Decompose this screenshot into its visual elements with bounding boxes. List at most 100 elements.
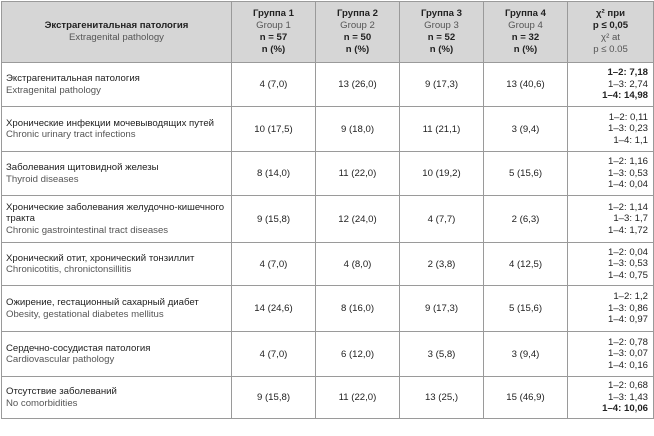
group-4-value: 5 (15,6)	[483, 285, 568, 332]
group-3-value: 4 (7,7)	[399, 195, 484, 243]
comorbidity-table: Экстрагенитальная патология Extragenital…	[1, 1, 654, 419]
pathology-en: Extragenital pathology	[6, 84, 101, 96]
group-2-value: 8 (16,0)	[315, 285, 400, 332]
chi-comparison: 1–4: 10,06	[602, 403, 648, 415]
header-row: Экстрагенитальная патология Extragenital…	[1, 1, 654, 63]
pathology-en: No comorbidities	[6, 397, 78, 409]
chi-ru-2: p ≤ 0,05	[592, 20, 629, 31]
chi-comparison: 1–2: 0,04	[607, 246, 648, 258]
group-np: n (%)	[261, 44, 286, 55]
group-ru: Группа 2	[336, 8, 379, 19]
group-2-value: 13 (26,0)	[315, 62, 400, 107]
chi-square-values: 1–2: 0,11 1–3: 0,23 1–4: 1,1	[567, 106, 654, 152]
group-1-value: 9 (15,8)	[231, 195, 316, 243]
chi-square-values: 1–2: 1,16 1–3: 0,53 1–4: 0,04	[567, 151, 654, 196]
chi-comparison: 1–2: 0,11	[608, 111, 648, 123]
row-pathology: Экстрагенитальная патология Extragenital …	[1, 62, 232, 107]
group-3-value: 11 (21,1)	[399, 106, 484, 152]
group-2-value: 11 (22,0)	[315, 376, 400, 419]
group-1-value: 4 (7,0)	[231, 331, 316, 377]
group-en: Group 4	[508, 20, 543, 31]
row-pathology: Ожирение, гестационный сахарный диабет Ob…	[1, 285, 232, 332]
group-n: n = 50	[343, 32, 372, 43]
group-np: n (%)	[429, 44, 454, 55]
row-pathology: Отсутствие заболеваний No comorbidities	[1, 376, 232, 419]
chi-square-values: 1–2: 0,68 1–3: 1,43 1–4: 10,06	[567, 376, 654, 419]
pathology-en: Chronicotitis, chronictonsillitis	[6, 264, 132, 275]
group-2-value: 12 (24,0)	[315, 195, 400, 243]
chi-comparison: 1–3: 0,23	[607, 123, 648, 135]
chi-comparison: 1–4: 0,16	[607, 359, 648, 371]
group-4-value: 13 (40,6)	[483, 62, 568, 107]
group-1-value: 4 (7,0)	[231, 242, 316, 286]
pathology-ru: Отсутствие заболеваний	[6, 386, 117, 397]
group-3-value: 10 (19,2)	[399, 151, 484, 196]
header-group-4: Группа 4 Group 4 n = 32 n (%)	[483, 1, 568, 63]
header-group-2: Группа 2 Group 2 n = 50 n (%)	[315, 1, 400, 63]
table-row: Хронические заболевания желудочно-кишечн…	[1, 195, 654, 243]
pathology-ru: Ожирение, гестационный сахарный диабет	[6, 297, 199, 308]
group-3-value: 3 (5,8)	[399, 331, 484, 377]
group-en: Group 1	[256, 20, 291, 31]
chi-en-2: p ≤ 0.05	[593, 44, 628, 55]
group-en: Group 2	[340, 20, 375, 31]
group-3-value: 9 (17,3)	[399, 62, 484, 107]
table-row: Ожирение, гестационный сахарный диабет Ob…	[1, 285, 654, 332]
chi-comparison: 1–4: 1,72	[607, 224, 648, 236]
group-2-value: 11 (22,0)	[315, 151, 400, 196]
chi-comparison: 1–3: 0,86	[607, 302, 648, 314]
table-row: Сердечно-сосудистая патология Cardiovascu…	[1, 331, 654, 377]
chi-square-values: 1–2: 0,04 1–3: 0,53 1–4: 0,75	[567, 242, 654, 286]
group-n: n = 32	[511, 32, 540, 43]
group-1-value: 10 (17,5)	[231, 106, 316, 152]
group-np: n (%)	[345, 44, 370, 55]
group-np: n (%)	[513, 44, 538, 55]
row-pathology: Хронические заболевания желудочно-кишечн…	[1, 195, 232, 243]
row-pathology: Сердечно-сосудистая патология Cardiovascu…	[1, 331, 232, 377]
chi-comparison: 1–2: 0,68	[607, 380, 648, 392]
chi-comparison: 1–3: 2,74	[607, 78, 648, 90]
group-2-value: 4 (8,0)	[315, 242, 400, 286]
chi-square-values: 1–2: 1,14 1–3: 1,7 1–4: 1,72	[567, 195, 654, 243]
header-group-1: Группа 1 Group 1 n = 57 n (%)	[231, 1, 316, 63]
group-n: n = 52	[427, 32, 456, 43]
group-1-value: 8 (14,0)	[231, 151, 316, 196]
pathology-en: Thyroid diseases	[6, 173, 79, 185]
pathology-en: Chronic gastrointestinal tract diseases	[6, 224, 169, 236]
table-row: Отсутствие заболеваний No comorbidities 9 …	[1, 376, 654, 419]
group-4-value: 3 (9,4)	[483, 331, 568, 377]
header-chi-square: χ² при p ≤ 0,05 χ² at p ≤ 0.05	[567, 1, 654, 63]
group-1-value: 4 (7,0)	[231, 62, 316, 107]
pathology-ru: Хронические инфекции мочевыводящих путей	[6, 117, 215, 129]
pathology-en: Cardiovascular pathology	[6, 354, 115, 365]
header-group-3: Группа 3 Group 3 n = 52 n (%)	[399, 1, 484, 63]
table-row: Хронические инфекции мочевыводящих путей…	[1, 106, 654, 152]
group-en: Group 3	[424, 20, 459, 31]
group-4-value: 5 (15,6)	[483, 151, 568, 196]
chi-comparison: 1–2: 1,2	[613, 291, 648, 303]
group-4-value: 3 (9,4)	[483, 106, 568, 152]
group-n: n = 57	[259, 32, 288, 43]
header-pathology-en: Extragenital pathology	[69, 32, 164, 43]
group-3-value: 13 (25,)	[399, 376, 484, 419]
group-ru: Группа 3	[420, 8, 463, 19]
chi-ru-1: χ² при	[596, 8, 625, 19]
chi-comparison: 1–4: 1,1	[613, 134, 648, 146]
chi-comparison: 1–4: 14,98	[602, 90, 648, 102]
row-pathology: Хронические инфекции мочевыводящих путей…	[1, 106, 232, 152]
chi-comparison: 1–3: 1,43	[607, 391, 648, 403]
chi-square-values: 1–2: 7,18 1–3: 2,74 1–4: 14,98	[567, 62, 654, 107]
chi-comparison: 1–2: 1,14	[607, 201, 648, 213]
pathology-ru: Сердечно-сосудистая патология	[6, 342, 151, 354]
group-3-value: 9 (17,3)	[399, 285, 484, 332]
header-pathology-ru: Экстрагенитальная патология	[44, 20, 189, 31]
pathology-ru: Экстрагенитальная патология	[6, 73, 140, 84]
table-row: Хронический отит, хронический тонзиллит C…	[1, 242, 654, 286]
group-2-value: 6 (12,0)	[315, 331, 400, 377]
group-ru: Группа 4	[504, 8, 547, 19]
pathology-ru: Хронические заболевания желудочно-кишечн…	[6, 201, 225, 225]
row-pathology: Хронический отит, хронический тонзиллит C…	[1, 242, 232, 286]
group-1-value: 9 (15,8)	[231, 376, 316, 419]
chi-comparison: 1–3: 1,7	[613, 213, 648, 225]
pathology-en: Obesity, gestational diabetes mellitus	[6, 308, 164, 320]
